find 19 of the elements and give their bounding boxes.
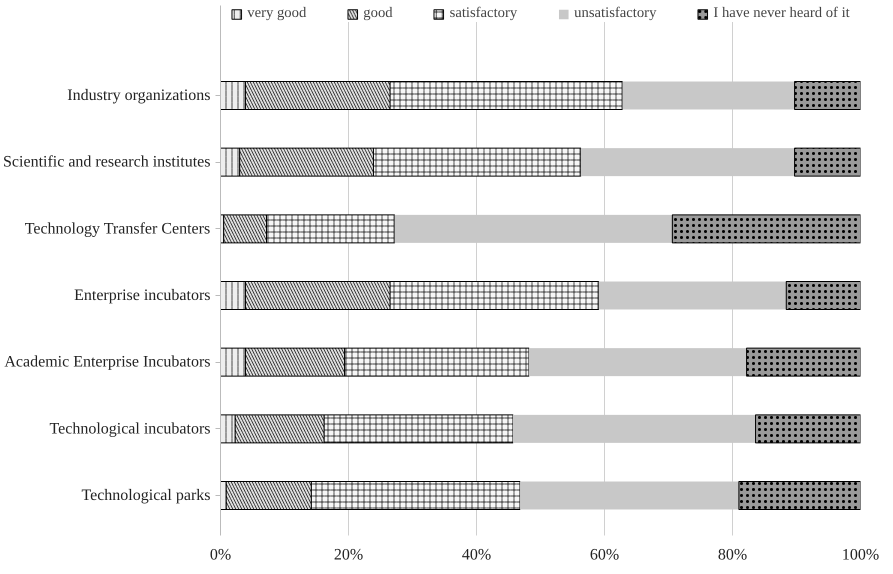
legend-label: unsatisfactory xyxy=(574,5,656,22)
x-tick-label: 40% xyxy=(462,546,492,564)
x-tick-label: 20% xyxy=(334,546,364,564)
bar xyxy=(394,214,672,243)
y-tick-label: Academic Enterprise Incubators xyxy=(4,354,211,371)
x-tick-label: 80% xyxy=(718,546,748,564)
x-tick-label: 100% xyxy=(842,546,880,564)
legend-label: very good xyxy=(247,5,306,22)
legend-label: satisfactory xyxy=(450,5,518,22)
y-tick-label: Technological parks xyxy=(81,487,211,504)
legend-label: I have never heard of it xyxy=(713,5,850,22)
y-tick-label: Technological incubators xyxy=(49,420,210,438)
x-tick-label: 0% xyxy=(210,546,232,564)
legend-label: good xyxy=(363,5,393,22)
y-tick-label: Scientific and research institutes xyxy=(3,154,210,171)
y-tick-label: Enterprise incubators xyxy=(74,287,211,304)
y-tick-label: Industry organizations xyxy=(67,87,210,104)
x-tick-label: 60% xyxy=(590,546,620,564)
y-tick-label: Technology Transfer Centers xyxy=(24,220,210,238)
